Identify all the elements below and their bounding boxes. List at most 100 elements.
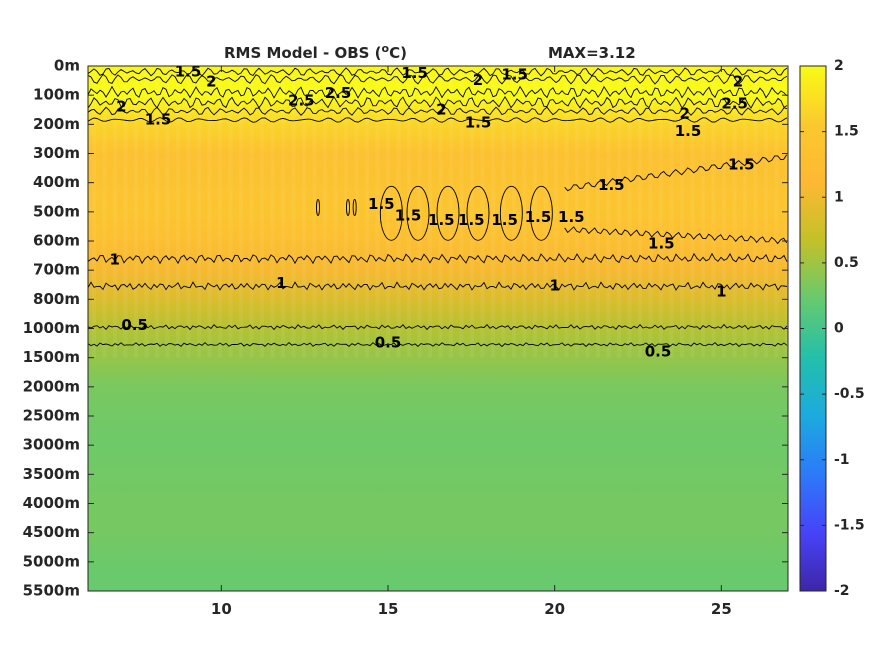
field-stripe bbox=[690, 66, 695, 358]
field-stripe bbox=[638, 66, 642, 358]
field-stripe bbox=[617, 66, 621, 358]
colorbar: 2 1.5 1 0.5 0 -0.5 -1 -1.5 -2 bbox=[799, 58, 865, 599]
colorbar-tick-label: 1 bbox=[834, 189, 844, 205]
contour-line bbox=[88, 323, 788, 331]
contour-label: 1.5 bbox=[675, 122, 702, 140]
contour-label: 0.5 bbox=[645, 342, 672, 360]
contour-label: 1.5 bbox=[525, 208, 552, 226]
y-tick-label: 400m bbox=[33, 173, 80, 191]
y-axis: 0m 100m 200m 300m 400m 500m 600m 700m 800m 1000m 1… bbox=[23, 57, 788, 600]
y-tick-label: 500m bbox=[33, 202, 80, 220]
contour-label: 1 bbox=[549, 277, 559, 295]
field-stripe bbox=[438, 66, 443, 358]
field-stripe bbox=[386, 66, 390, 358]
y-tick-label: 3000m bbox=[23, 436, 80, 454]
field-stripe bbox=[533, 66, 537, 358]
contour-label: 2 bbox=[436, 100, 446, 118]
contour-label: 2 bbox=[473, 71, 483, 89]
y-tick-label: 2500m bbox=[23, 407, 80, 425]
field-stripe bbox=[260, 66, 264, 358]
field-stripe bbox=[281, 66, 285, 358]
x-tick-label: 20 bbox=[544, 600, 565, 618]
contour-label: 1.5 bbox=[458, 211, 485, 229]
field-stripe bbox=[375, 66, 380, 358]
contour-lines bbox=[88, 67, 788, 348]
field-stripe bbox=[102, 66, 107, 358]
field-stripe bbox=[522, 66, 527, 358]
contour-loop bbox=[406, 185, 430, 241]
field-stripe bbox=[354, 66, 359, 358]
contour-label: 1 bbox=[276, 274, 286, 292]
field-stripe bbox=[123, 66, 128, 358]
field-stripe bbox=[459, 66, 464, 358]
field-stripe bbox=[669, 66, 674, 358]
field-stripe bbox=[501, 66, 506, 358]
field-stripe-texture bbox=[92, 66, 788, 358]
y-tick-label: 0m bbox=[54, 57, 80, 75]
field-stripe bbox=[491, 66, 495, 358]
contour-label: 2 bbox=[116, 97, 126, 115]
contour-label: 1.5 bbox=[648, 234, 675, 252]
contour-label: 1.5 bbox=[368, 195, 395, 213]
field-stripe bbox=[659, 66, 663, 358]
field-stripe bbox=[701, 66, 705, 358]
contour-label: 0.5 bbox=[121, 316, 148, 334]
field-stripe bbox=[302, 66, 306, 358]
contour-label: 0.5 bbox=[375, 334, 402, 352]
contour-line bbox=[564, 154, 788, 192]
contour-loop bbox=[436, 185, 460, 241]
contour-line bbox=[88, 341, 788, 348]
contour-label-layer: 1.522 2.5 2.51.5 2 1.521.5 1.5 222.51.51.51.51… bbox=[109, 62, 754, 360]
contour-line bbox=[88, 281, 788, 291]
contour-label: 1.5 bbox=[465, 113, 492, 131]
colorbar-tick-label: 1.5 bbox=[834, 124, 859, 140]
contour-line bbox=[88, 106, 788, 116]
y-tick-label: 800m bbox=[33, 290, 80, 308]
field-stripe bbox=[291, 66, 296, 358]
field-stripe bbox=[417, 66, 422, 358]
field-stripe bbox=[596, 66, 600, 358]
colorbar-tick-label: 2 bbox=[834, 58, 844, 74]
field-stripe bbox=[113, 66, 117, 358]
field-stripe bbox=[186, 66, 191, 358]
y-tick-label: 4500m bbox=[23, 523, 80, 541]
field-stripe bbox=[428, 66, 432, 358]
field-stripe bbox=[732, 66, 737, 358]
x-tick-label: 10 bbox=[211, 600, 232, 618]
contour-loop bbox=[466, 185, 490, 241]
field-stripe bbox=[218, 66, 222, 358]
field-stripe bbox=[543, 66, 548, 358]
colorbar-tick-label: -0.5 bbox=[834, 386, 865, 402]
field-stripe bbox=[512, 66, 516, 358]
field-stripe bbox=[753, 66, 758, 358]
field-stripe bbox=[470, 66, 474, 358]
field-stripe bbox=[554, 66, 558, 358]
y-tick-label: 300m bbox=[33, 144, 80, 162]
y-tick-label: 2000m bbox=[23, 377, 80, 395]
field-stripe bbox=[480, 66, 485, 358]
contour-label: 2 bbox=[679, 105, 689, 123]
contour-label: 1.5 bbox=[428, 211, 455, 229]
y-tick-label: 600m bbox=[33, 232, 80, 250]
contour-line bbox=[88, 96, 788, 109]
y-tick-label: 4000m bbox=[23, 494, 80, 512]
field-stripe bbox=[312, 66, 317, 358]
field-stripe bbox=[564, 66, 569, 358]
contour-line bbox=[564, 226, 788, 245]
colorbar-tick-label: -2 bbox=[834, 583, 850, 599]
field-stripe bbox=[711, 66, 716, 358]
contour-label: 2.5 bbox=[288, 92, 315, 110]
contour-label: 1.5 bbox=[598, 176, 625, 194]
field-stripe bbox=[249, 66, 254, 358]
field-stripe bbox=[134, 66, 138, 358]
contour-loop bbox=[316, 199, 320, 216]
contour-label: 2 bbox=[733, 73, 743, 91]
contour-label: 1.5 bbox=[145, 110, 172, 128]
contour-line bbox=[88, 252, 788, 265]
field-stripe bbox=[365, 66, 369, 358]
field-stripe bbox=[722, 66, 726, 358]
colorbar-tick-label: 0 bbox=[834, 321, 844, 337]
contour-loop bbox=[352, 199, 357, 216]
colorbar-tick-label: 0.5 bbox=[834, 255, 859, 271]
contour-label: 1.5 bbox=[491, 211, 518, 229]
